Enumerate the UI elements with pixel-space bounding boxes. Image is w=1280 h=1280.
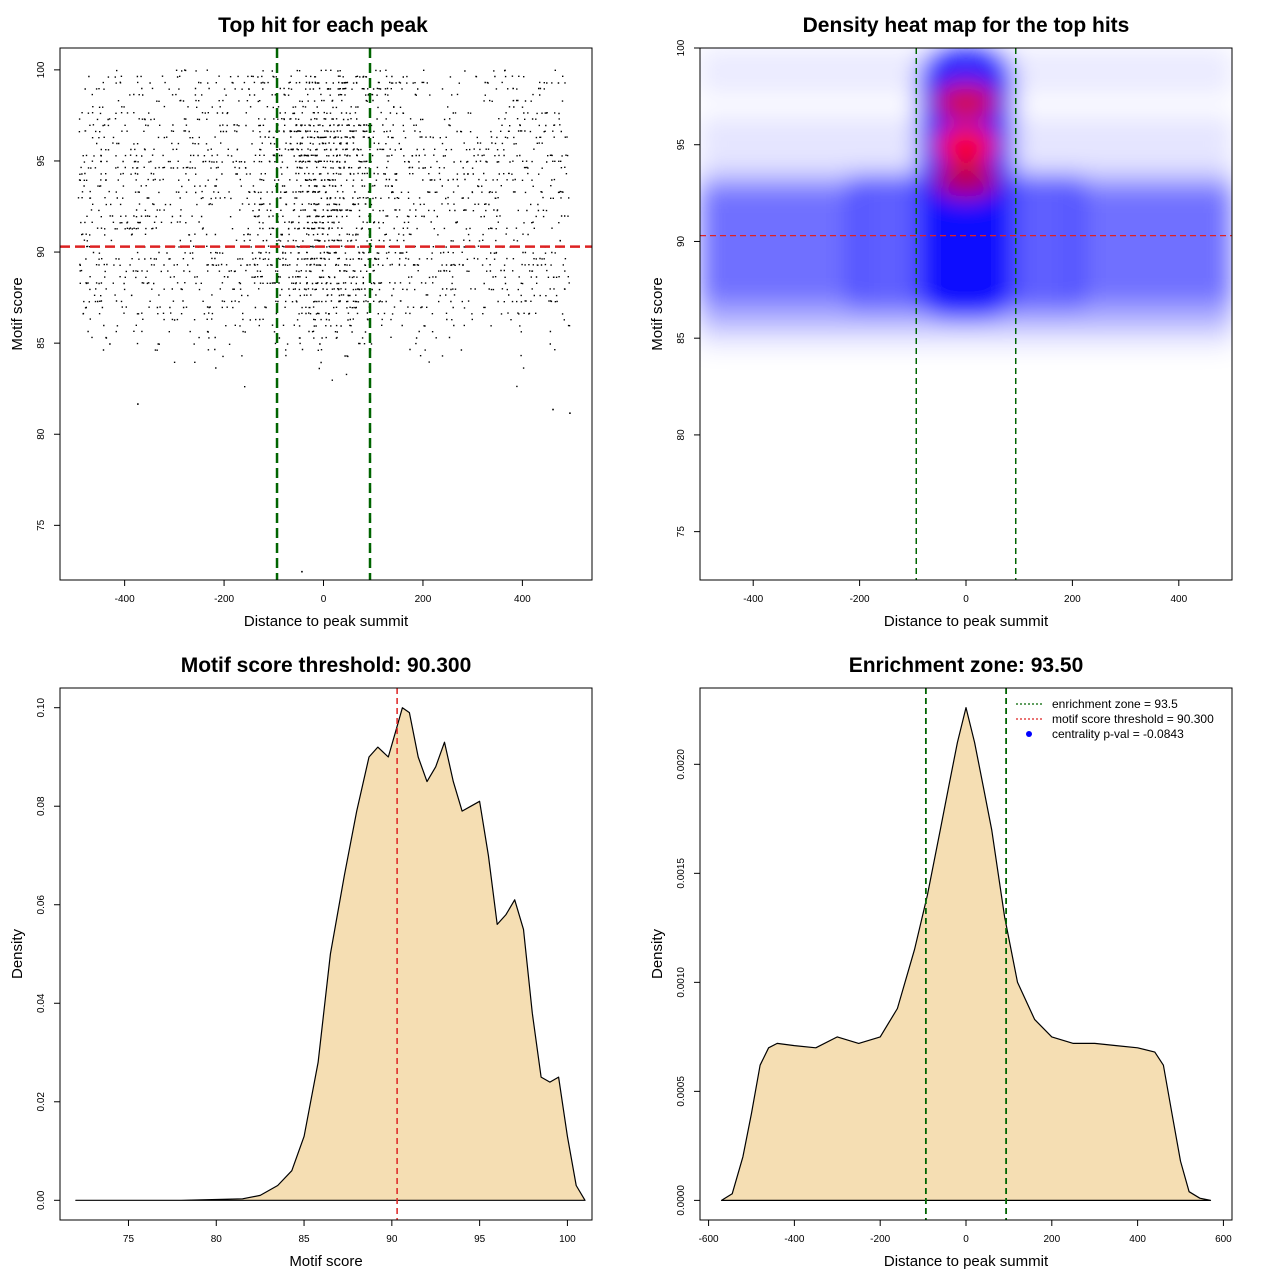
scatter-y-ticks: 75 80 85 90 95 100 (36, 61, 60, 531)
score-density-y-axis-label: Density (9, 928, 26, 979)
scatter-x-ticks: -400 -200 0 200 400 (115, 580, 531, 605)
score-density-area (75, 707, 586, 1201)
heatmap-hotspot (934, 84, 998, 121)
heatmap-y-axis-label: Motif score (649, 277, 666, 350)
heatmap-x-axis-label: Distance to peak summit (884, 613, 1049, 630)
scatter-point (552, 408, 554, 411)
heatmap-title: Density heat map for the top hits (803, 14, 1130, 37)
score-density-x-axis-label: Motif score (289, 1253, 362, 1270)
score-density-panel: Motif score threshold: 90.300 75 80 85 90 95… (9, 654, 593, 1270)
heatmap-y-tick-label: 95 (676, 139, 687, 151)
distance-density-y-tick-label: 0.0020 (676, 749, 687, 780)
distance-density-x-tick-label: 600 (1215, 1234, 1232, 1245)
heatmap-x-tick-label: 400 (1170, 594, 1187, 605)
distance-density-x-tick-label: 200 (1043, 1234, 1060, 1245)
score-density-y-tick-label: 0.10 (36, 698, 47, 718)
heatmap-y-ticks: 75 80 85 90 95 100 (676, 39, 700, 537)
distance-density-area (720, 707, 1212, 1201)
score-density-x-tick-label: 75 (123, 1234, 135, 1245)
score-density-y-tick-label: 0.06 (36, 895, 47, 915)
scatter-reference-lines (60, 48, 592, 580)
scatter-x-axis-label: Distance to peak summit (244, 613, 409, 630)
legend-centrality-dot (1026, 731, 1032, 737)
score-density-x-tick-label: 90 (386, 1234, 398, 1245)
scatter-title: Top hit for each peak (218, 14, 428, 37)
distance-density-x-axis-label: Distance to peak summit (884, 1253, 1049, 1270)
heatmap-band (700, 187, 860, 304)
distance-density-y-axis-label: Density (649, 928, 666, 979)
legend-enrichment-label: enrichment zone = 93.5 (1052, 697, 1178, 711)
distance-density-y-tick-label: 0.0000 (676, 1185, 687, 1216)
heatmap-x-tick-label: -200 (850, 594, 870, 605)
heatmap-panel: Density heat map for the top hits -400 -2… (649, 14, 1233, 630)
score-density-y-ticks: 0.00 0.02 0.04 0.06 0.08 0.10 (36, 698, 60, 1210)
heatmap-x-tick-label: -400 (743, 594, 763, 605)
scatter-y-tick-label: 85 (36, 337, 47, 349)
scatter-y-axis-label: Motif score (9, 277, 26, 350)
distance-density-x-tick-label: -400 (784, 1234, 804, 1245)
heatmap-x-tick-label: 200 (1064, 594, 1081, 605)
legend-centrality-label: centrality p-val = -0.0843 (1052, 727, 1184, 741)
heatmap-y-tick-label: 85 (676, 332, 687, 344)
heatmap-y-tick-label: 100 (676, 39, 687, 56)
scatter-plot-frame (59, 47, 593, 581)
heatmap-y-tick-label: 90 (676, 235, 687, 247)
scatter-x-tick-label: 0 (321, 594, 327, 605)
score-density-x-ticks: 75 80 85 90 95 100 (123, 1220, 576, 1245)
legend: enrichment zone = 93.5 motif score thres… (1016, 697, 1214, 741)
score-density-x-tick-label: 85 (298, 1234, 310, 1245)
distance-density-title: Enrichment zone: 93.50 (849, 654, 1084, 677)
score-density-title: Motif score threshold: 90.300 (181, 654, 472, 677)
scatter-x-tick-label: -200 (214, 594, 234, 605)
score-density-x-tick-label: 80 (211, 1234, 223, 1245)
score-density-y-tick-label: 0.08 (36, 796, 47, 816)
scatter-y-tick-label: 100 (36, 61, 47, 78)
score-density-plot-frame (59, 687, 593, 1221)
scatter-panel: Top hit for each peak -400 -200 0 200 400 75… (9, 14, 593, 630)
scatter-point (137, 403, 139, 405)
distance-density-x-ticks: -600 -400 -200 0 200 400 600 (699, 1220, 1232, 1245)
heatmap-density (700, 48, 1232, 580)
scatter-y-tick-label: 95 (36, 155, 47, 167)
distance-density-y-tick-label: 0.0010 (676, 967, 687, 998)
distance-density-y-ticks: 0.0000 0.0005 0.0010 0.0015 0.0020 (676, 749, 700, 1216)
scatter-y-tick-label: 80 (36, 428, 47, 440)
scatter-x-tick-label: 400 (514, 594, 531, 605)
scatter-y-tick-label: 90 (36, 246, 47, 258)
heatmap-y-tick-label: 80 (676, 429, 687, 441)
score-density-y-tick-label: 0.00 (36, 1190, 47, 1210)
scatter-point (301, 570, 303, 573)
score-density-x-tick-label: 100 (559, 1234, 576, 1245)
distance-density-panel: Enrichment zone: 93.50 -600 -400 -200 0 200 4… (649, 654, 1233, 1270)
heatmap-reference-lines (700, 48, 1232, 580)
scatter-y-tick-label: 75 (36, 519, 47, 531)
heatmap-x-ticks: -400 -200 0 200 400 (743, 580, 1188, 605)
scatter-x-tick-label: 200 (415, 594, 432, 605)
score-density-x-tick-label: 95 (474, 1234, 486, 1245)
distance-density-x-tick-label: 0 (963, 1234, 969, 1245)
distance-density-enrichment-lines (924, 688, 1008, 1220)
heatmap-y-tick-label: 75 (676, 526, 687, 538)
legend-threshold-label: motif score threshold = 90.300 (1052, 712, 1214, 726)
distance-density-x-tick-label: 400 (1129, 1234, 1146, 1245)
distance-density-x-tick-label: -600 (699, 1234, 719, 1245)
heatmap-hotspot (934, 161, 998, 198)
scatter-point (569, 412, 571, 414)
heatmap-x-tick-label: 0 (963, 594, 969, 605)
score-density-y-tick-label: 0.04 (36, 993, 47, 1013)
heatmap-band (1072, 187, 1232, 304)
distance-density-x-tick-label: -200 (870, 1234, 890, 1245)
scatter-point-cloud (77, 69, 571, 388)
scatter-points (77, 69, 571, 573)
distance-density-y-tick-label: 0.0015 (676, 858, 687, 889)
heatmap-hotspot (934, 126, 998, 163)
distance-density-y-tick-label: 0.0005 (676, 1076, 687, 1107)
score-density-y-tick-label: 0.02 (36, 1092, 47, 1112)
scatter-x-tick-label: -400 (115, 594, 135, 605)
